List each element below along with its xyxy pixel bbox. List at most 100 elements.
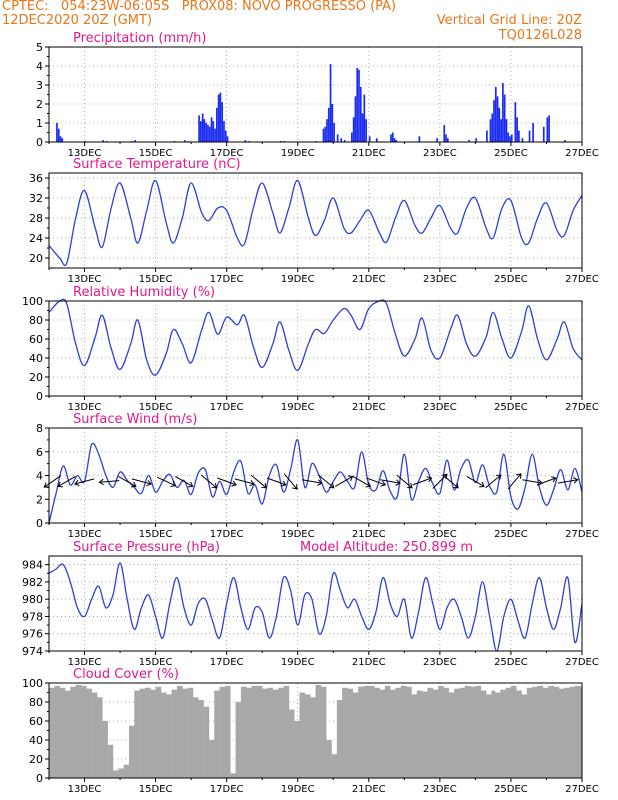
precip-bar [518, 130, 520, 142]
cloud-bar [521, 694, 528, 778]
series-line [48, 179, 583, 267]
wind-arrow [380, 479, 401, 484]
wind-arrow [302, 479, 322, 484]
series-line [48, 562, 583, 652]
cloud-bar [336, 700, 343, 778]
precip-bar [498, 107, 501, 142]
precip-bar [493, 100, 495, 142]
precip-bar [212, 121, 215, 142]
cloud-bar [384, 685, 391, 778]
wind-arrow [466, 476, 485, 487]
cloud-bar [112, 770, 119, 778]
precip-bar [224, 130, 227, 142]
x-tick-label: 19DEC [281, 402, 315, 413]
x-tick-label: 25DEC [494, 274, 528, 285]
wind-arrow-head [453, 483, 459, 489]
y-tick-label: 6 [36, 446, 43, 459]
x-tick-label: 17DEC [210, 657, 244, 668]
cloud-bar [494, 692, 501, 778]
x-tick-label: 13DEC [68, 402, 102, 413]
wind-arrow-head [407, 483, 413, 489]
precip-bar [205, 123, 208, 142]
cloud-bar [59, 687, 66, 778]
cloud-bar [235, 702, 242, 778]
x-tick-label: 23DEC [423, 274, 457, 285]
precip-bar [223, 121, 225, 142]
precip-bar [57, 128, 60, 142]
cloud-bar [288, 709, 295, 778]
cloud-bar [516, 690, 522, 778]
cloud-bar [510, 685, 517, 778]
cloud-bar [553, 686, 560, 778]
x-tick-label: 19DEC [281, 784, 315, 795]
x-tick-label: 25DEC [494, 402, 528, 413]
wind-arrow-head [231, 480, 237, 487]
cloud-bar [505, 687, 512, 778]
x-tick-label: 27DEC [565, 657, 599, 668]
wind-arrow-head [211, 483, 218, 489]
precip-bar [489, 119, 492, 142]
y-tick-label: 20 [29, 753, 43, 766]
precip-bar [59, 136, 62, 142]
cloud-bar [144, 687, 151, 778]
cloud-bar [537, 685, 544, 778]
y-tick-label: 0 [36, 772, 43, 785]
precip-bar [201, 113, 204, 142]
cloud-bar [475, 685, 482, 778]
cloud-bar [246, 687, 252, 778]
precip-bar [203, 119, 206, 142]
y-tick-label: 978 [22, 610, 43, 623]
x-tick-label: 23DEC [423, 529, 457, 540]
x-tick-label: 17DEC [210, 402, 244, 413]
x-tick-label: 15DEC [139, 274, 173, 285]
precip-bar [516, 117, 518, 142]
cloud-bar [331, 754, 338, 778]
cloud-bar [358, 686, 364, 778]
x-tick-label: 23DEC [423, 784, 457, 795]
wind-arrow-head [551, 476, 557, 483]
cloud-bar [267, 687, 274, 778]
cloud-bar [400, 685, 407, 778]
x-tick-label: 15DEC [139, 784, 173, 795]
wind-arrow [234, 478, 255, 485]
y-tick-label: 8 [36, 422, 43, 435]
y-tick-label: 100 [22, 677, 43, 690]
wind-arrow-head [146, 479, 152, 487]
x-tick-label: 21DEC [352, 657, 386, 668]
wind-arrow [485, 474, 502, 489]
y-tick-label: 40 [29, 734, 43, 747]
x-tick-label: 27DEC [565, 784, 599, 795]
cloud-bar [395, 687, 402, 778]
precip-bar [208, 126, 211, 142]
wind-arrow-head [317, 479, 323, 486]
wind-arrow-head [57, 481, 64, 488]
cloud-bar [448, 692, 455, 778]
x-tick-label: 25DEC [494, 529, 528, 540]
y-tick-label: 36 [29, 172, 43, 185]
precip-bar [333, 123, 335, 142]
precip-bar [226, 136, 229, 142]
wind-arrow-head [380, 480, 387, 487]
wind-arrow-head [495, 474, 502, 480]
precip-bar [184, 140, 186, 142]
x-tick-label: 23DEC [423, 657, 457, 668]
precip-bar [217, 94, 220, 142]
cloud-bar [219, 686, 226, 778]
x-tick-label: 17DEC [210, 274, 244, 285]
cloud-bar [580, 686, 583, 778]
cloud-bar [187, 687, 194, 778]
precip-bar [365, 119, 367, 142]
wind-arrow [131, 478, 152, 485]
precip-bar [329, 64, 332, 142]
cloud-bar [262, 688, 268, 778]
cloud-bar [422, 691, 428, 778]
wind-arrow-head [187, 481, 194, 488]
series-line [48, 298, 583, 376]
precip-bar [546, 117, 549, 142]
panel-title: Precipitation (mm/h) [73, 31, 206, 46]
x-tick-label: 17DEC [210, 529, 244, 540]
plot-frame [48, 555, 583, 652]
y-tick-label: 40 [29, 352, 43, 365]
precip-bar [446, 138, 449, 142]
wind-arrow-head [347, 475, 354, 482]
